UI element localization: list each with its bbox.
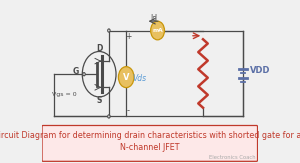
Text: Electronics Coach: Electronics Coach (209, 155, 256, 160)
Circle shape (83, 73, 85, 76)
Circle shape (108, 29, 110, 32)
Text: VDD: VDD (250, 66, 270, 75)
Text: D: D (96, 44, 102, 53)
Text: Id: Id (150, 14, 157, 23)
Text: Vds: Vds (132, 74, 146, 83)
Circle shape (151, 21, 164, 40)
FancyBboxPatch shape (42, 126, 257, 161)
Text: G: G (72, 67, 79, 76)
Circle shape (118, 67, 134, 88)
Text: Circuit Diagram for determining drain characteristics with shorted gate for an
N: Circuit Diagram for determining drain ch… (0, 131, 300, 152)
Circle shape (82, 52, 116, 97)
Text: -: - (126, 106, 129, 115)
Text: V: V (123, 73, 130, 82)
Circle shape (108, 115, 110, 118)
Text: Vgs = 0: Vgs = 0 (52, 92, 76, 97)
Text: mA: mA (152, 28, 163, 33)
Text: S: S (97, 96, 102, 105)
Text: +: + (125, 32, 131, 41)
